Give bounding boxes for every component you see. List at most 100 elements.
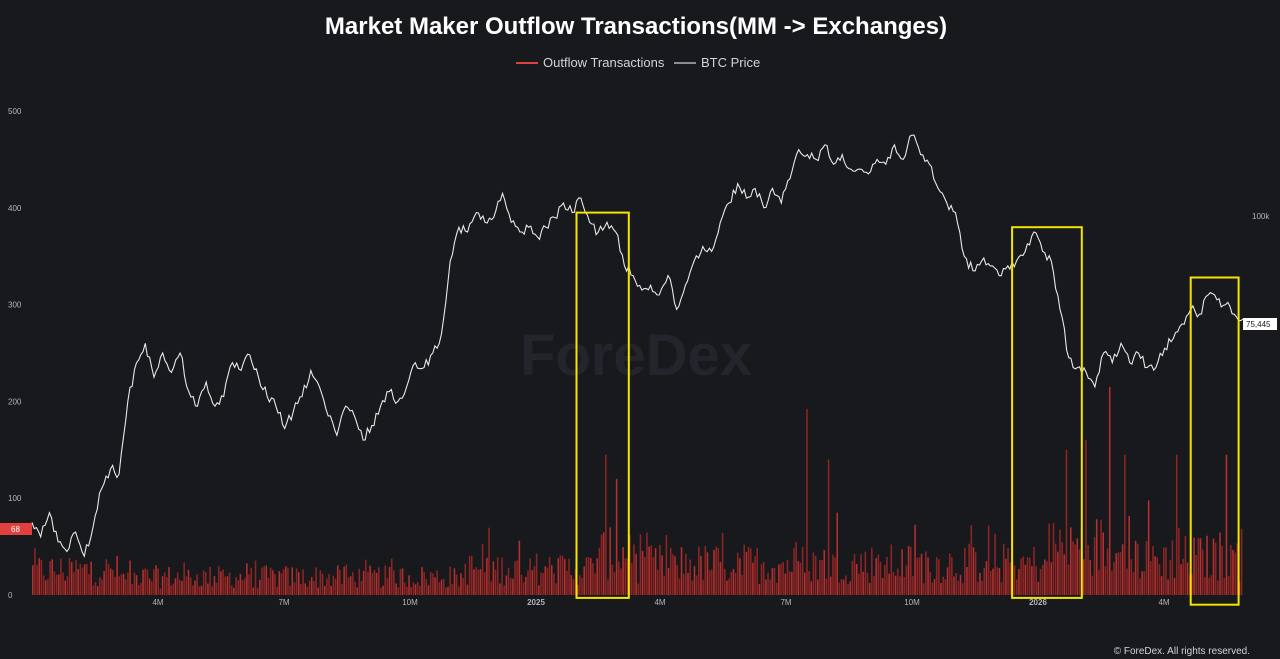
outflow-bar — [395, 583, 397, 595]
outflow-bar — [211, 586, 214, 595]
outflow-bar — [970, 525, 973, 595]
outflow-bar — [877, 554, 880, 595]
outflow-bar — [34, 548, 36, 595]
outflow-bar — [321, 573, 324, 595]
outflow-bar — [667, 568, 670, 595]
x-tick-label: 4M — [1158, 598, 1169, 607]
outflow-bar — [455, 574, 458, 595]
outflow-bar — [1054, 543, 1057, 595]
outflow-bar — [410, 586, 412, 595]
outflow-bar — [680, 547, 683, 595]
outflow-bar — [719, 561, 722, 595]
outflow-bar — [946, 567, 949, 595]
outflow-bar — [168, 567, 170, 595]
outflow-bar — [464, 563, 467, 595]
outflow-bar — [442, 578, 445, 595]
outflow-bar — [1219, 532, 1221, 595]
outflow-bar — [269, 567, 272, 595]
outflow-bar — [371, 572, 374, 595]
outflow-bar — [345, 564, 348, 595]
outflow-bar — [1150, 561, 1152, 595]
outflow-bar — [492, 561, 495, 595]
outflow-bar — [858, 573, 860, 595]
outflow-bar — [483, 572, 486, 595]
x-tick-label: 7M — [278, 598, 289, 607]
outflow-bar — [291, 567, 294, 595]
outflow-bar — [55, 574, 58, 595]
outflow-bar — [278, 571, 281, 595]
outflow-bar — [704, 546, 707, 595]
outflow-bar — [83, 564, 86, 595]
outflow-bar — [77, 569, 79, 595]
outflow-bar — [1160, 576, 1163, 595]
outflow-bar — [1139, 578, 1141, 595]
outflow-bar — [596, 558, 598, 595]
outflow-bar — [1046, 561, 1048, 595]
outflow-bar — [49, 561, 51, 595]
outflow-bar — [525, 576, 527, 595]
outflow-bar — [529, 558, 531, 595]
outflow-bar — [339, 569, 341, 595]
outflow-bar — [618, 561, 620, 595]
outflow-bar — [1201, 549, 1204, 595]
outflow-bar — [118, 576, 121, 595]
highlight-box — [575, 211, 630, 599]
outflow-bar — [899, 576, 901, 595]
outflow-bar — [254, 560, 257, 595]
outflow-bar — [272, 570, 274, 595]
outflow-bar — [916, 557, 919, 595]
outflow-bar — [406, 586, 408, 595]
outflow-bar — [88, 574, 90, 595]
outflow-bar — [1225, 454, 1228, 595]
outflow-bar — [282, 569, 285, 595]
outflow-bar — [81, 567, 84, 595]
outflow-bar — [700, 555, 702, 595]
outflow-bar — [981, 580, 983, 595]
outflow-bar — [384, 565, 387, 595]
outflow-bar — [1111, 570, 1113, 595]
outflow-bar — [425, 578, 428, 595]
outflow-bar — [1085, 440, 1087, 595]
outflow-bar — [769, 579, 771, 595]
outflow-bar — [589, 558, 592, 595]
outflow-bar — [222, 569, 224, 595]
outflow-bar — [445, 587, 447, 595]
outflow-bar — [1013, 565, 1016, 595]
outflow-bar — [466, 584, 469, 595]
outflow-bar — [901, 549, 903, 595]
outflow-bar — [1108, 386, 1111, 595]
outflow-bar — [1037, 581, 1040, 595]
outflow-bar — [989, 570, 992, 595]
outflow-bar — [328, 574, 330, 595]
outflow-bar — [75, 560, 77, 595]
outflow-bar — [849, 581, 851, 595]
outflow-bar — [635, 553, 637, 595]
outflow-bar — [460, 573, 462, 595]
outflow-bar — [1191, 574, 1193, 595]
outflow-bar — [968, 543, 970, 595]
outflow-bar — [92, 585, 95, 595]
outflow-bar — [918, 557, 921, 595]
footer-copyright: © ForeDex. All rights reserved. — [1114, 646, 1250, 657]
outflow-bar — [561, 555, 564, 595]
outflow-bar — [689, 559, 691, 595]
outflow-bar — [609, 527, 611, 595]
outflow-bar — [767, 572, 769, 595]
outflow-bar — [1007, 547, 1009, 595]
outflow-bar — [563, 559, 566, 595]
left-tick-label: 100 — [8, 494, 22, 503]
outflow-bar — [1180, 564, 1182, 595]
outflow-bar — [1128, 516, 1130, 595]
outflow-bar — [998, 568, 1001, 595]
outflow-bar — [330, 585, 332, 595]
outflow-bar — [1082, 559, 1085, 595]
outflow-bar — [358, 568, 361, 595]
outflow-bar — [866, 572, 869, 595]
outflow-bar — [598, 547, 601, 595]
outflow-bar — [1119, 552, 1122, 595]
left-tick-label: 200 — [8, 397, 22, 406]
outflow-bar — [423, 572, 425, 595]
outflow-bar — [133, 572, 136, 595]
outflow-bar — [131, 584, 134, 595]
outflow-bar — [66, 576, 69, 595]
